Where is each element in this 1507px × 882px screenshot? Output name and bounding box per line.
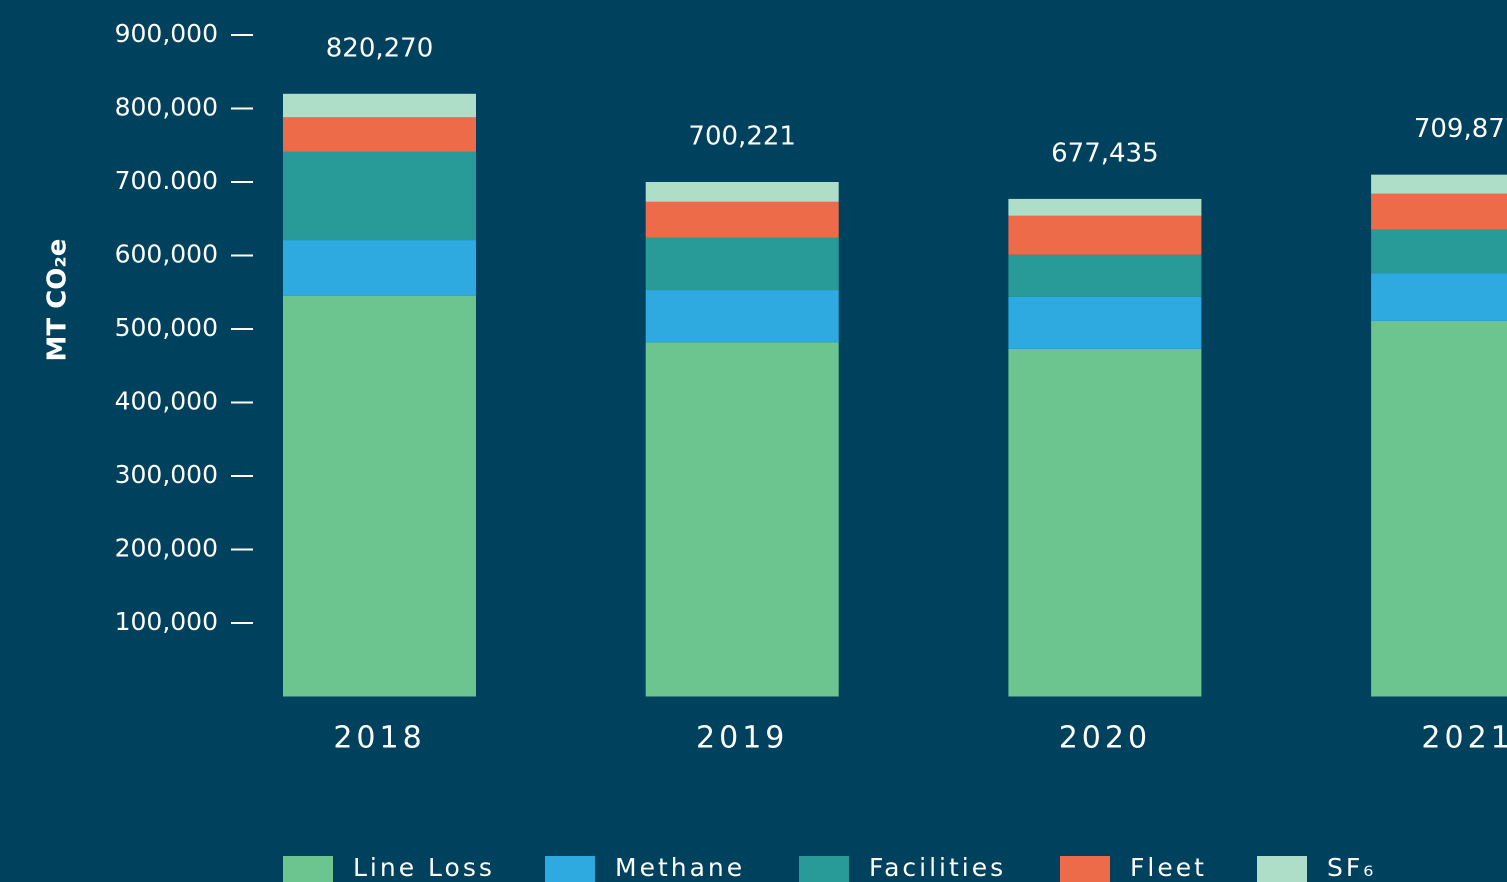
y-tick-label: 200,000 [115, 534, 218, 563]
total-label: 700,221 [688, 122, 796, 152]
bar-segment [283, 295, 476, 697]
legend-swatch [545, 856, 595, 882]
bar-segment [1008, 296, 1202, 349]
bar-segment [283, 117, 476, 152]
bar-segment [1371, 193, 1507, 230]
bar-segment [645, 290, 839, 343]
bar-segment [645, 182, 839, 202]
x-tick-label: 2019 [696, 721, 788, 756]
y-tick-label: 600,000 [115, 240, 218, 269]
legend-label: SF₆ [1327, 853, 1376, 882]
bar-segment [1008, 198, 1202, 216]
total-label: 820,270 [326, 33, 434, 63]
y-tick-label: 300,000 [115, 460, 218, 489]
bar-segment [283, 93, 476, 118]
y-tick-label: 800,000 [115, 93, 218, 122]
legend-swatch [1257, 856, 1307, 882]
bar-segment [645, 237, 839, 291]
legend-swatch [799, 856, 849, 882]
bar-segment [283, 240, 476, 296]
x-tick-label: 2018 [333, 721, 425, 756]
legend-swatch [1060, 856, 1110, 882]
y-axis-label: MT CO₂e [43, 239, 73, 362]
bar-segment [283, 151, 476, 241]
legend-swatch [283, 856, 333, 882]
x-tick-label: 2021 [1421, 721, 1507, 756]
bar-segment [1008, 254, 1202, 297]
bar-segment [1371, 174, 1507, 194]
y-tick-label: 400,000 [115, 387, 218, 416]
bar-segment [1008, 215, 1202, 255]
x-tick-label: 2020 [1059, 721, 1151, 756]
bar-segment [1371, 320, 1507, 697]
bar-segment [1008, 348, 1202, 697]
bar-segment [1371, 273, 1507, 321]
legend-label: Fleet [1130, 853, 1207, 882]
total-label: 677,435 [1051, 138, 1159, 168]
y-tick-label: 700.000 [115, 166, 218, 195]
bar-segment [645, 342, 839, 697]
bar-segment [1371, 229, 1507, 274]
y-tick-label: 500,000 [115, 313, 218, 342]
legend-label: Line Loss [353, 853, 495, 882]
y-tick-label: 900,000 [115, 19, 218, 48]
y-tick-label: 100,000 [115, 607, 218, 636]
bar-segment [645, 201, 839, 238]
legend-label: Facilities [869, 853, 1006, 882]
legend-label: Methane [615, 853, 745, 882]
total-label: 709,877 [1414, 114, 1507, 144]
